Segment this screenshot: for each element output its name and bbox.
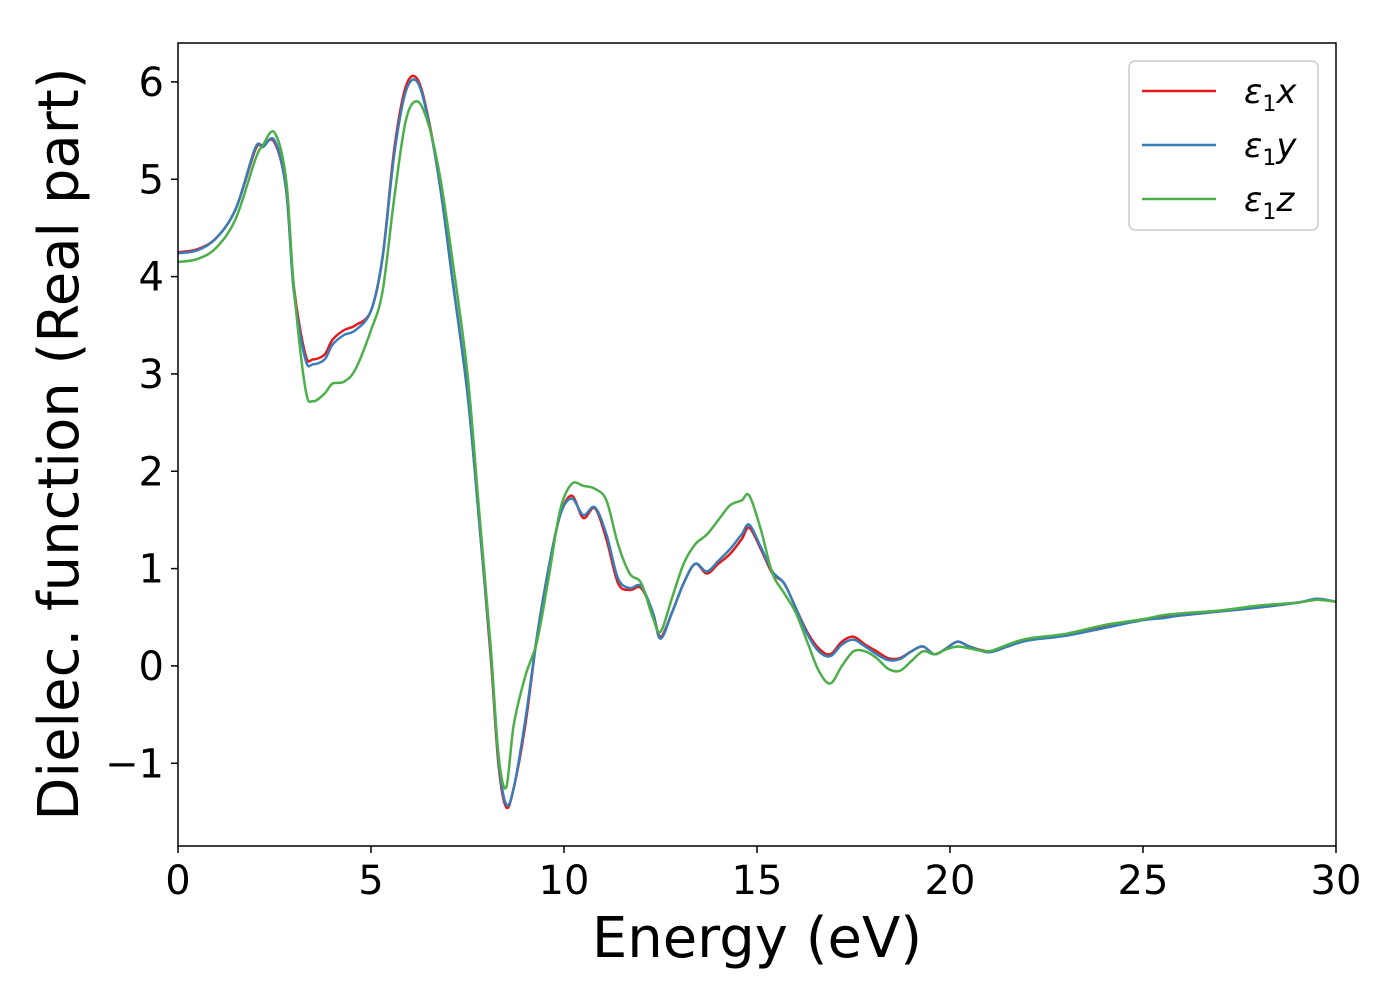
legend-label-x: ε1x xyxy=(1244,72,1297,117)
y-tick-label: 6 xyxy=(139,60,164,106)
x-tick-label: 5 xyxy=(358,858,383,904)
x-tick-label: 15 xyxy=(732,858,783,904)
y-tick-label: −1 xyxy=(105,741,164,787)
legend-label-z: ε1z xyxy=(1244,180,1295,225)
legend-box xyxy=(1128,60,1319,231)
y-tick-label: 0 xyxy=(139,644,164,690)
x-axis-label: Energy (eV) xyxy=(592,906,922,971)
legend: ε1x ε1y ε1z xyxy=(1128,60,1319,231)
y-tick-label: 2 xyxy=(139,449,164,495)
x-tick-label: 0 xyxy=(165,858,190,904)
x-tick-label: 10 xyxy=(539,858,590,904)
x-tick-label: 30 xyxy=(1311,858,1362,904)
y-tick-label: 4 xyxy=(139,255,164,301)
series-line-z xyxy=(177,100,1337,790)
y-axis: −1 0 1 2 3 4 5 6 xyxy=(105,60,178,787)
y-axis-label: Dielec. function (Real part) xyxy=(27,67,92,820)
y-tick-label: 1 xyxy=(139,547,164,593)
legend-label-y: ε1y xyxy=(1244,126,1297,171)
series-layer xyxy=(177,74,1337,810)
y-tick-label: 5 xyxy=(139,157,164,203)
y-tick-label: 3 xyxy=(139,352,164,398)
x-tick-label: 20 xyxy=(925,858,976,904)
x-tick-label: 25 xyxy=(1118,858,1169,904)
x-axis: 0 5 10 15 20 25 30 xyxy=(165,846,1361,904)
